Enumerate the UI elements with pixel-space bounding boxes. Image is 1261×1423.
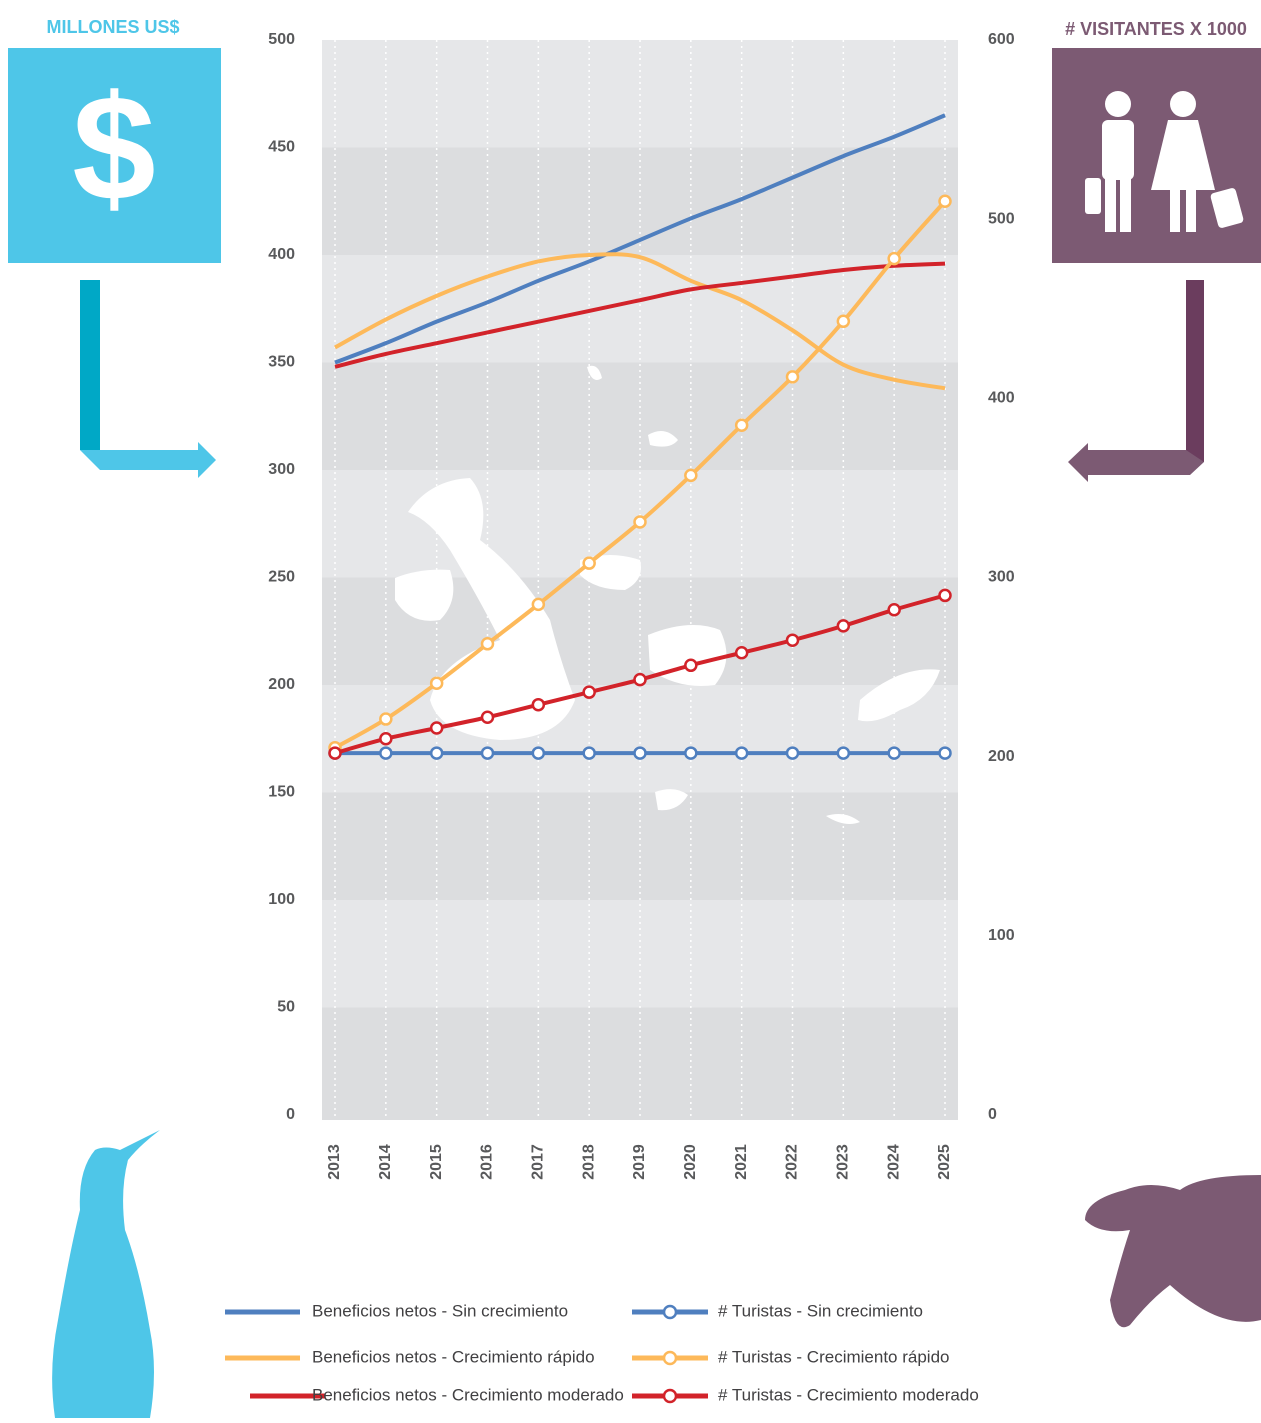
- series-marker: [379, 746, 393, 760]
- svg-text:$: $: [72, 64, 155, 232]
- series-marker: [836, 314, 851, 329]
- legend-marker: [662, 1350, 678, 1366]
- series-marker: [531, 597, 546, 612]
- series-marker: [938, 194, 952, 208]
- series-marker: [785, 746, 800, 760]
- series-marker: [734, 746, 749, 760]
- series-marker: [480, 710, 495, 724]
- x-tick-label: 2021: [733, 1144, 750, 1180]
- turtle: [1085, 1175, 1261, 1328]
- y-tick-label: 350: [268, 354, 295, 371]
- y2-tick-label: 0: [988, 1106, 997, 1123]
- grid-band: [322, 40, 958, 148]
- x-tick-label: 2025: [936, 1144, 953, 1180]
- series-marker: [633, 672, 647, 687]
- series-marker: [328, 746, 342, 760]
- y2-tick-label: 200: [988, 748, 1015, 765]
- x-tick-label: 2017: [530, 1144, 547, 1180]
- legend-label: # Turistas - Crecimiento rápido: [718, 1347, 949, 1366]
- x-tick-label: 2019: [631, 1144, 648, 1180]
- legend-marker: [662, 1304, 678, 1320]
- legend-label: Beneficios netos - Crecimiento moderado: [312, 1385, 624, 1404]
- legend-label: # Turistas - Sin crecimiento: [718, 1301, 923, 1320]
- legend-label: Beneficios netos - Sin crecimiento: [312, 1301, 568, 1320]
- series-marker: [887, 746, 901, 760]
- x-tick-label: 2024: [885, 1144, 902, 1180]
- series-marker: [582, 746, 596, 760]
- series-marker: [633, 515, 647, 529]
- series-marker: [531, 697, 546, 712]
- y2-tick-label: 400: [988, 390, 1015, 407]
- y-tick-label: 400: [268, 246, 295, 263]
- y-tick-label: 450: [268, 139, 295, 156]
- series-marker: [684, 746, 698, 760]
- x-tick-label: 2016: [479, 1144, 496, 1180]
- series-marker: [429, 676, 444, 690]
- series-marker: [480, 637, 495, 651]
- series-marker: [938, 746, 952, 760]
- dollar-icon: $: [8, 48, 221, 263]
- series-marker: [938, 588, 952, 603]
- series-marker: [887, 251, 901, 266]
- x-tick-label: 2013: [326, 1144, 343, 1180]
- y-tick-label: 500: [268, 31, 295, 48]
- y2-tick-label: 300: [988, 569, 1015, 586]
- series-line: [334, 252, 946, 391]
- series-marker: [379, 712, 393, 726]
- y2-tick-label: 100: [988, 927, 1015, 944]
- y2-tick-label: 600: [988, 31, 1015, 48]
- series-marker: [836, 746, 851, 760]
- legend-label: Beneficios netos - Crecimiento rápido: [312, 1347, 595, 1366]
- tourist-icon: [1052, 48, 1261, 263]
- series-marker: [684, 468, 698, 483]
- y-tick-label: 150: [268, 784, 295, 801]
- series-marker: [429, 721, 444, 735]
- legend-label: # Turistas - Crecimiento moderado: [718, 1385, 979, 1404]
- grid-band: [322, 685, 958, 793]
- x-tick-label: 2015: [428, 1144, 445, 1180]
- series-marker: [429, 746, 444, 760]
- series-marker: [633, 746, 647, 760]
- x-tick-label: 2022: [784, 1144, 801, 1180]
- y-tick-label: 200: [268, 676, 295, 693]
- y-tick-label: 50: [277, 999, 295, 1016]
- series-line: [334, 261, 946, 369]
- y-tick-label: 250: [268, 569, 295, 586]
- x-tick-label: 2018: [580, 1144, 597, 1180]
- x-tick-label: 2023: [835, 1144, 852, 1180]
- x-tick-label: 2020: [682, 1144, 699, 1180]
- y-tick-label: 0: [286, 1106, 295, 1123]
- series-marker: [582, 685, 596, 699]
- y-tick-label: 300: [268, 461, 295, 478]
- series-line: [334, 113, 946, 365]
- series-marker: [734, 418, 749, 432]
- series-marker: [531, 746, 546, 760]
- series-marker: [379, 732, 393, 746]
- series-marker: [582, 556, 596, 570]
- series-marker: [684, 658, 698, 673]
- penguin: [52, 1130, 160, 1418]
- series-marker: [887, 603, 901, 617]
- series-marker: [785, 370, 800, 384]
- series-marker: [480, 746, 495, 760]
- arrows: [80, 280, 1204, 482]
- y2-axis-label: # VISITANTES X 1000: [1065, 19, 1247, 39]
- series-marker: [734, 646, 749, 660]
- series-marker: [785, 633, 800, 647]
- y-axis-label: MILLONES US$: [46, 17, 179, 37]
- series-marker: [836, 619, 851, 633]
- legend-marker: [662, 1388, 678, 1404]
- y-tick-label: 100: [268, 891, 295, 908]
- x-tick-label: 2014: [377, 1144, 394, 1180]
- y2-tick-label: 500: [988, 210, 1015, 227]
